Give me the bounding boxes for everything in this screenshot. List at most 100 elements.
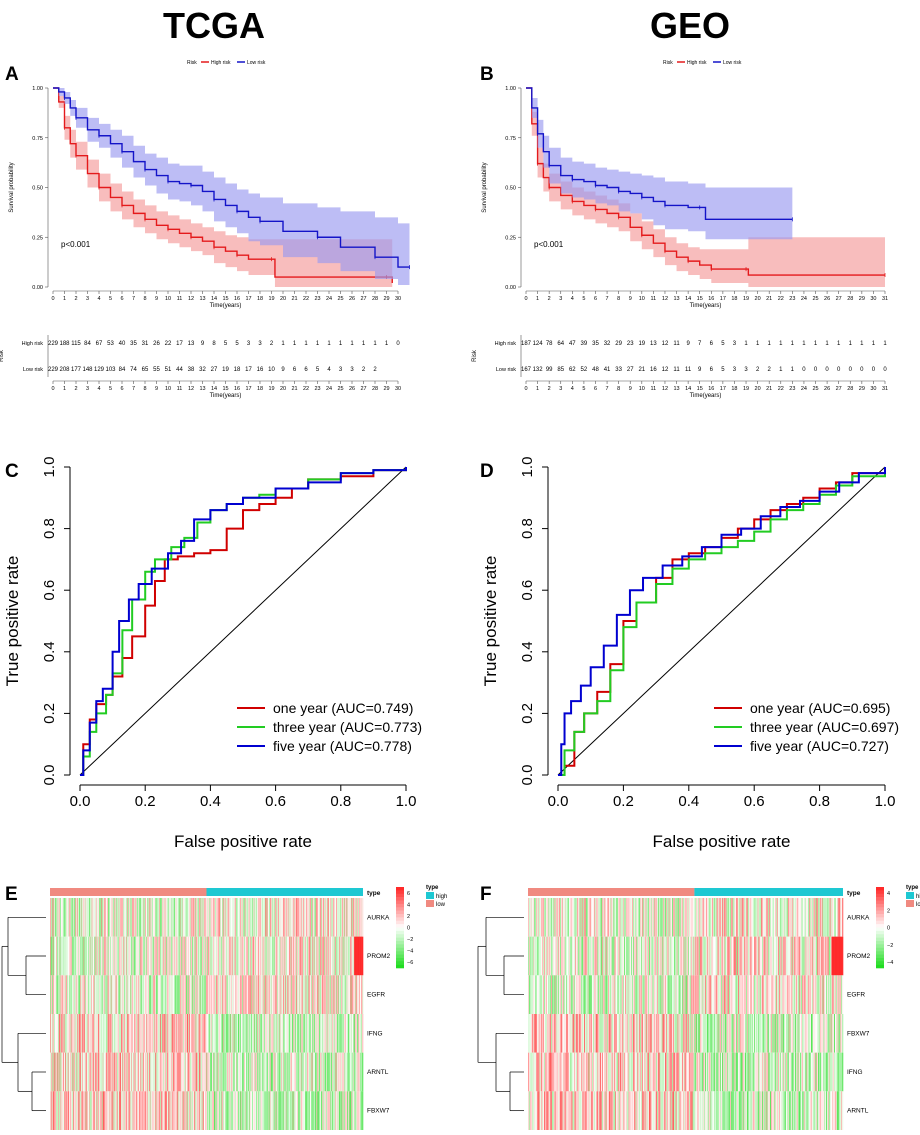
heatmap-cell (585, 1014, 588, 1053)
heatmap-cell (223, 975, 225, 1014)
heatmap-cell (828, 1014, 830, 1053)
heatmap-cell (142, 898, 144, 937)
heatmap-cell (289, 1052, 291, 1092)
heatmap-cell (350, 1091, 351, 1130)
heatmap-cell (220, 975, 222, 1014)
heatmap-cell (262, 936, 264, 976)
heatmap-cell (352, 898, 354, 937)
heatmap-cell (142, 1052, 144, 1092)
heatmap-cell (329, 898, 331, 937)
heatmap-cell (588, 1052, 590, 1092)
heatmap-cell (55, 1091, 57, 1130)
heatmap-cell (53, 1091, 55, 1130)
heatmap-cell (302, 898, 304, 937)
heatmap-cell (65, 936, 67, 976)
heatmap-cell (96, 898, 98, 937)
heatmap-cell (285, 898, 287, 937)
heatmap-cell (306, 975, 308, 1014)
heatmap-cell (145, 1014, 147, 1053)
heatmap-cell (180, 898, 182, 937)
heatmap-cell (196, 1052, 198, 1092)
heatmap-cell (97, 1091, 99, 1130)
annotation-bar-high (206, 888, 363, 896)
risk-count: 9 (698, 367, 702, 373)
heatmap-cell (607, 1014, 609, 1053)
risk-count: 1 (373, 341, 377, 347)
heatmap-cell (576, 936, 578, 976)
heatmap-cell (568, 898, 571, 937)
heatmap-cell (108, 1052, 110, 1092)
risk-count: 1 (791, 341, 795, 347)
risk-count: 1 (825, 341, 829, 347)
heatmap-cell (270, 1052, 272, 1092)
heatmap-cell (83, 1091, 85, 1130)
heatmap-cell (162, 975, 164, 1014)
heatmap-cell (343, 936, 345, 976)
heatmap-cell (115, 1091, 117, 1130)
heatmap-cell (179, 1014, 181, 1053)
heatmap-cell (342, 936, 344, 976)
heatmap-cell (131, 1052, 133, 1092)
heatmap-cell (150, 1091, 152, 1130)
risk-count: 85 (557, 367, 564, 373)
heatmap-cell (625, 936, 628, 976)
heatmap-cell (97, 1091, 99, 1130)
heatmap-cell (360, 936, 362, 976)
heatmap-cell (707, 898, 709, 937)
heatmap-cell (71, 1091, 73, 1130)
heatmap-cell (818, 975, 821, 1014)
x-tick-label: 21 (766, 296, 772, 302)
heatmap-cell (337, 1014, 339, 1053)
heatmap-cell (97, 936, 99, 976)
heatmap-cell (204, 1091, 206, 1130)
heatmap-cell (573, 1014, 575, 1053)
heatmap-cell (343, 1052, 345, 1092)
heatmap-cell (337, 975, 339, 1014)
heatmap-cell (280, 1052, 282, 1092)
x-tick-label: 0.0 (70, 793, 91, 810)
heatmap-cell (274, 936, 276, 976)
heatmap-cell (592, 1052, 594, 1092)
heatmap-cell (669, 975, 671, 1014)
heatmap-cell (296, 936, 298, 976)
heatmap-cell (263, 898, 265, 937)
heatmap-cell (637, 975, 639, 1014)
heatmap-cell (129, 1091, 131, 1130)
heatmap-tcga: typeAURKAPROM2EGFRIFNGARNTLFBXW76420−2−4… (1, 885, 447, 1130)
heatmap-cell (345, 898, 347, 937)
heatmap-cell (786, 898, 788, 937)
risk-count: 13 (188, 341, 195, 347)
risk-count: 11 (685, 367, 692, 373)
heatmap-cell (260, 1014, 262, 1053)
heatmap-cell (339, 898, 341, 937)
heatmap-cell (110, 936, 112, 976)
heatmap-cell (101, 898, 103, 937)
heatmap-cell (236, 1052, 238, 1092)
heatmap-cell (159, 1014, 161, 1053)
heatmap-cell (119, 936, 121, 976)
heatmap-cell (257, 936, 259, 976)
heatmap-cell (125, 1052, 127, 1092)
heatmap-cell (682, 1052, 685, 1092)
x-tick-label: 13 (673, 296, 679, 302)
heatmap-cell (55, 1014, 57, 1053)
heatmap-cell (176, 1014, 178, 1053)
heatmap-cell (182, 1014, 184, 1053)
heatmap-cell (286, 936, 288, 976)
heatmap-cell (630, 898, 632, 937)
heatmap-cell (186, 1014, 188, 1053)
heatmap-cell (705, 936, 707, 976)
heatmap-cell (337, 1091, 339, 1130)
heatmap-cell (737, 898, 739, 937)
risk-count: 0 (396, 341, 400, 347)
heatmap-cell (93, 1091, 95, 1130)
heatmap-cell (170, 1091, 172, 1130)
heatmap-cell (131, 898, 133, 937)
heatmap-cell (551, 975, 553, 1014)
heatmap-cell (70, 936, 72, 976)
heatmap-cell (115, 1014, 117, 1053)
x-tick-label: 8 (143, 296, 146, 302)
heatmap-cell (268, 1014, 270, 1053)
heatmap-cell (585, 898, 588, 937)
heatmap-cell (173, 975, 174, 1014)
